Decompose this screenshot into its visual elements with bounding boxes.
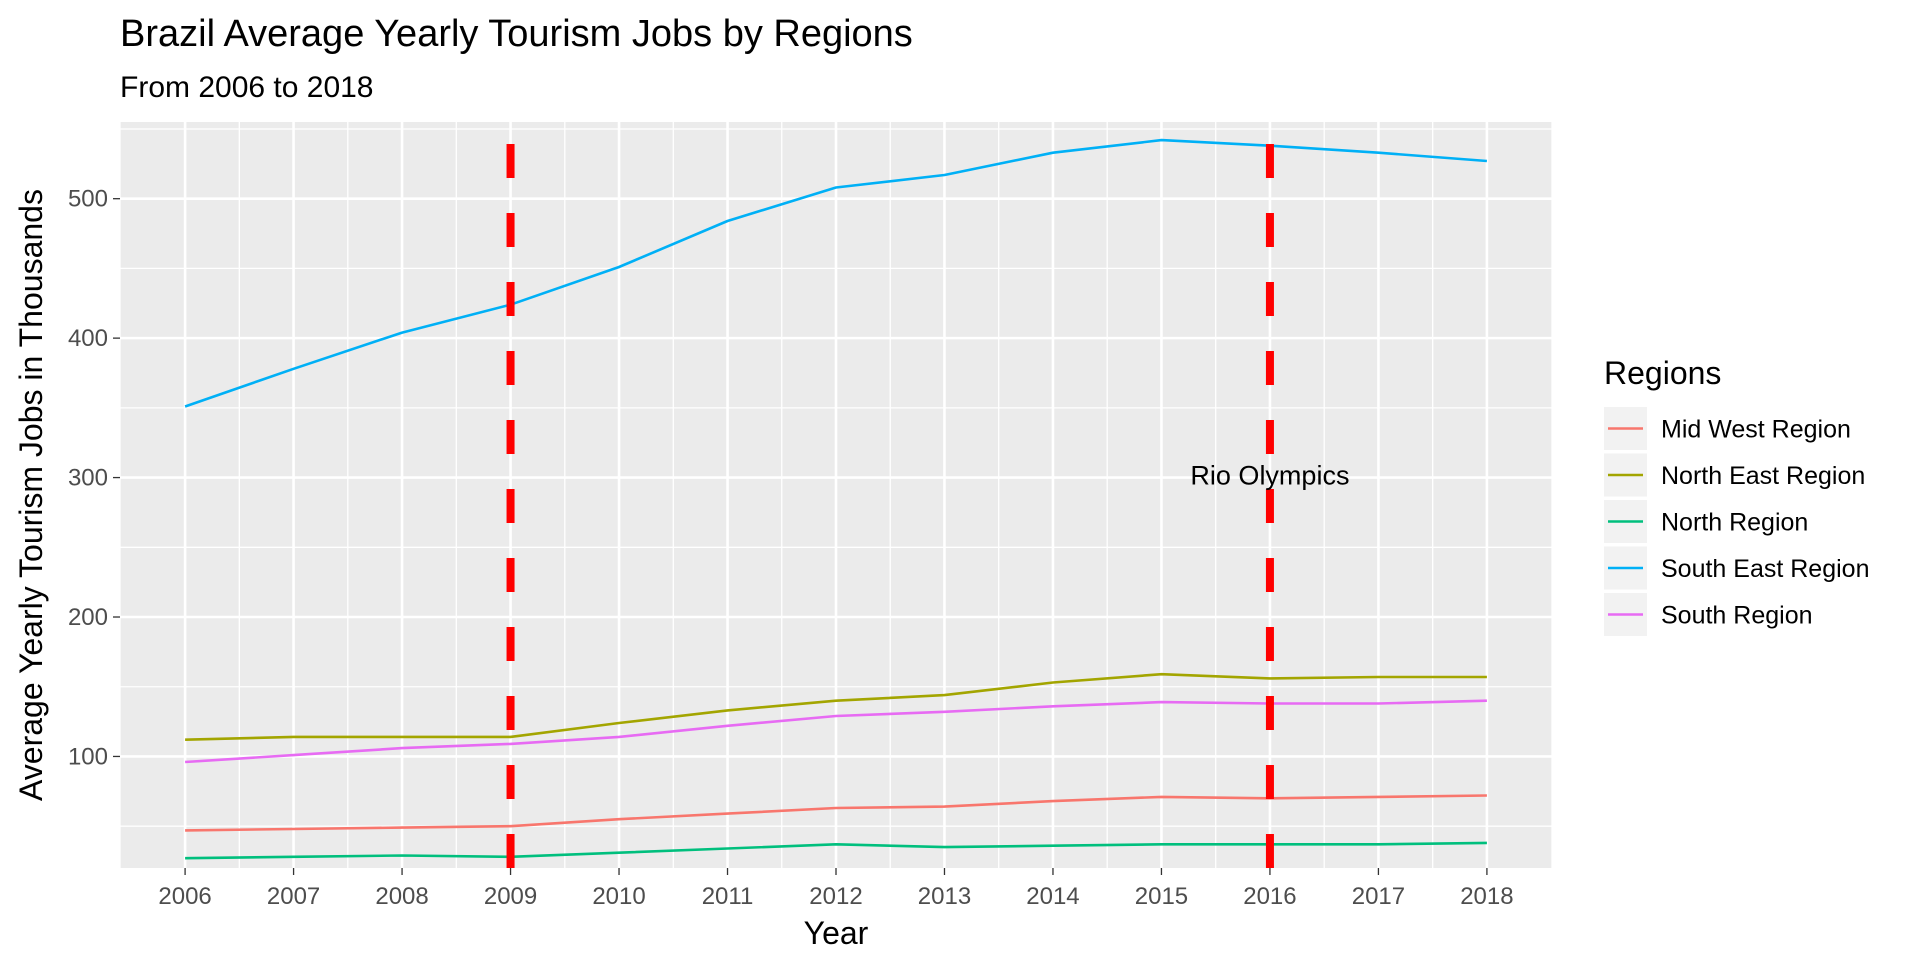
y-tick-label: 400 — [68, 325, 108, 352]
x-tick-label: 2009 — [484, 883, 537, 910]
legend-items: Mid West Region North East Region North Re… — [1604, 407, 1869, 636]
y-tick-label: 100 — [68, 743, 108, 770]
x-tick-label: 2011 — [702, 883, 754, 910]
x-tick-label: 2015 — [1135, 883, 1188, 910]
legend: Regions Mid West Region North East Region… — [1604, 355, 1869, 636]
annotation-label: Rio Olympics — [1190, 461, 1349, 491]
series-line-north-east-region — [185, 672, 1487, 741]
x-tick-label: 2006 — [158, 883, 211, 910]
legend-label: South East Region — [1661, 555, 1869, 583]
legend-item-mid-west-region: Mid West Region — [1604, 407, 1851, 450]
legend-label: North Region — [1661, 509, 1808, 537]
major-gridlines — [120, 122, 1552, 868]
chart-title: Brazil Average Yearly Tourism Jobs by Re… — [120, 13, 913, 55]
y-axis: 100 200 300 400 500 — [68, 186, 120, 770]
x-tick-label: 2013 — [918, 883, 971, 910]
legend-label: Mid West Region — [1661, 416, 1851, 444]
annotation-layer: Rio Olympics — [1190, 461, 1349, 491]
x-tick-label: 2018 — [1460, 883, 1513, 910]
chart-subtitle: From 2006 to 2018 — [120, 71, 374, 104]
legend-item-south-east-region: South East Region — [1604, 546, 1869, 590]
x-tick-label: 2008 — [375, 883, 428, 910]
legend-item-north-region: North Region — [1604, 500, 1808, 543]
x-axis: 2006 2007 2008 2009 2010 2011 2012 2013 2014 2015… — [158, 868, 1514, 910]
x-tick-label: 2017 — [1352, 883, 1405, 910]
y-tick-label: 500 — [68, 186, 108, 213]
y-tick-label: 200 — [68, 604, 108, 631]
legend-title: Regions — [1604, 355, 1721, 391]
x-tick-label: 2014 — [1026, 883, 1079, 910]
y-axis-title: Average Yearly Tourism Jobs in Thousands — [13, 189, 49, 801]
legend-label: South Region — [1661, 602, 1813, 630]
y-tick-label: 300 — [68, 465, 108, 492]
x-tick-label: 2007 — [267, 883, 320, 910]
legend-item-south-region: South Region — [1604, 593, 1813, 636]
x-axis-title: Year — [804, 915, 869, 951]
legend-label: North East Region — [1661, 462, 1865, 490]
legend-item-north-east-region: North East Region — [1604, 453, 1865, 497]
x-tick-label: 2010 — [592, 883, 645, 910]
x-tick-label: 2012 — [809, 883, 862, 910]
x-tick-label: 2016 — [1243, 883, 1296, 910]
reference-lines — [506, 144, 1274, 868]
